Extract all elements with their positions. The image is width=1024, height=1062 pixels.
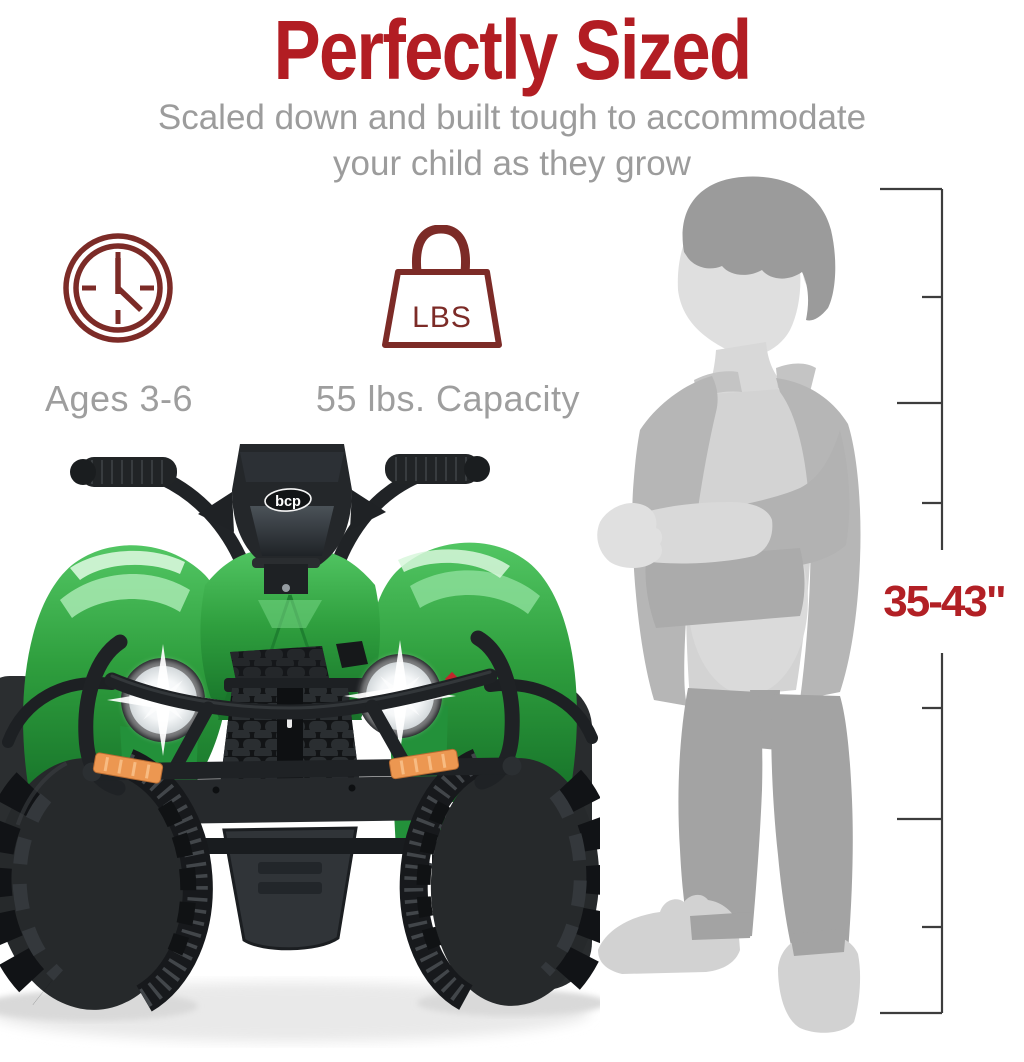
pants-right-leg xyxy=(771,694,853,958)
right-grip xyxy=(385,454,490,484)
right-shoe xyxy=(778,933,861,1033)
right-wheel xyxy=(399,748,600,1010)
right-reflector xyxy=(388,748,460,780)
left-reflector xyxy=(92,752,164,784)
left-shoe xyxy=(598,894,740,974)
pants-left-leg xyxy=(678,688,763,940)
hair xyxy=(682,176,836,321)
child-figure xyxy=(597,176,861,1033)
bcp-logo: bcp xyxy=(264,488,312,512)
height-range-label: 35-43" xyxy=(883,577,1006,626)
feature-ages-label: Ages 3-6 xyxy=(44,378,194,419)
clock-icon xyxy=(63,233,173,343)
bcp-logo-text: bcp xyxy=(275,494,301,510)
page-subtitle: Scaled down and built tough to accommoda… xyxy=(0,95,1024,187)
subtitle-line-1: Scaled down and built tough to accommoda… xyxy=(157,98,867,137)
child-silhouette xyxy=(597,176,861,1033)
atv-illustration: bcp xyxy=(0,444,600,1042)
subtitle-line-2: your child as they grow xyxy=(333,144,691,183)
left-wheel xyxy=(0,749,213,1012)
ruler-lines xyxy=(880,187,944,1015)
height-ruler xyxy=(880,187,944,1015)
weight-icon-text: LBS xyxy=(412,301,472,334)
page-title: Perfectly Sized xyxy=(273,3,752,97)
left-cuff xyxy=(690,912,752,940)
hand xyxy=(597,502,663,568)
weight-icon: LBS xyxy=(382,225,502,348)
handlebar-console: bcp xyxy=(198,444,386,594)
feature-capacity-label: 55 lbs. Capacity xyxy=(315,378,581,419)
arm-shadow xyxy=(645,548,805,628)
right-cuff xyxy=(790,928,846,956)
left-grip xyxy=(70,457,177,487)
